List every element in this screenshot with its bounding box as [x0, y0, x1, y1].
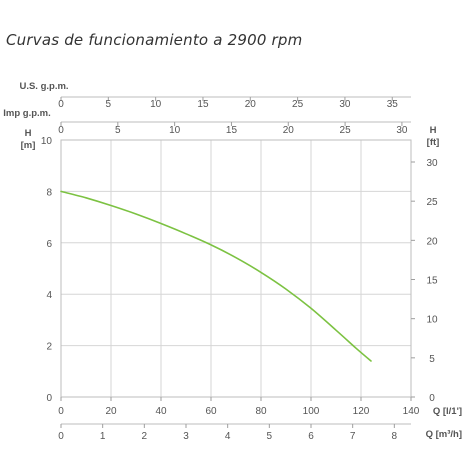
y-left-label-line1: H — [25, 128, 32, 139]
axis-labels: U.S. g.p.m. Imp g.p.m. H [m] H [ft] Q [l… — [3, 81, 462, 440]
y-left-tick-label: 8 — [46, 187, 52, 198]
x-bottom-label: Q [l/1'] — [433, 406, 462, 417]
x-bottom2-tick-label: 2 — [142, 431, 148, 442]
x-top-us-tick-label: 15 — [197, 99, 209, 110]
x-top-imp-tick-label: 5 — [115, 125, 121, 136]
x-bottom-tick-label: 0 — [58, 406, 64, 417]
chart-title: Curvas de funcionamiento a 2900 rpm — [6, 31, 303, 49]
y-right-label-line2: [ft] — [427, 137, 440, 148]
x-bottom2-tick-label: 7 — [350, 431, 356, 442]
x-top-us-tick-label: 10 — [150, 99, 162, 110]
y-left-tick-label: 6 — [46, 239, 52, 250]
x-bottom-tick-label: 60 — [205, 406, 217, 417]
x-bottom-tick-label: 20 — [105, 406, 117, 417]
x-top-us-tick-label: 0 — [58, 99, 64, 110]
y-right-tick-label: 15 — [426, 276, 438, 287]
x-top-us-label: U.S. g.p.m. — [19, 81, 68, 92]
x-bottom2-tick-label: 5 — [267, 431, 273, 442]
x-top-imp-tick-label: 25 — [340, 125, 352, 136]
grid — [60, 139, 412, 398]
y-left-label-line2: [m] — [21, 140, 36, 151]
x-top-us-tick-label: 20 — [245, 99, 257, 110]
x-bottom-tick-label: 100 — [303, 406, 320, 417]
y-left-tick-label: 0 — [46, 393, 52, 404]
x-top-imp-tick-label: 20 — [283, 125, 295, 136]
x-top-us-tick-label: 30 — [339, 99, 351, 110]
y-left-tick-label: 2 — [46, 342, 52, 353]
x-bottom-tick-label: 120 — [353, 406, 370, 417]
x-top-us-tick-label: 25 — [292, 99, 304, 110]
y-right-tick-label: 20 — [426, 236, 438, 247]
x-top-us-tick-label: 35 — [387, 99, 399, 110]
y-right-label-line1: H — [430, 125, 437, 136]
axes: 0 5 10 15 20 25 30 350 5 10 15 20 25 300 20 40 60 80 100 12… — [41, 96, 438, 442]
y-right-tick-label: 5 — [429, 354, 435, 365]
x-bottom2-tick-label: 4 — [225, 431, 231, 442]
x-bottom2-tick-label: 6 — [308, 431, 314, 442]
x-bottom2-tick-label: 1 — [100, 431, 106, 442]
x-top-imp-tick-label: 10 — [169, 125, 181, 136]
y-right-tick-label: 30 — [426, 158, 438, 169]
y-right-tick-label: 0 — [429, 393, 435, 404]
x-bottom-tick-label: 140 — [403, 406, 420, 417]
x-top-imp-tick-label: 0 — [58, 125, 64, 136]
x-bottom-tick-label: 80 — [255, 406, 267, 417]
x-bottom2-label: Q [m³/h] — [426, 429, 462, 440]
x-top-us-tick-label: 5 — [106, 99, 112, 110]
y-right-tick-label: 10 — [426, 315, 438, 326]
y-left-tick-label: 4 — [46, 290, 52, 301]
x-bottom2-tick-label: 3 — [183, 431, 189, 442]
x-top-imp-tick-label: 30 — [396, 125, 408, 136]
series-line — [60, 190, 372, 362]
y-right-tick-label: 25 — [426, 197, 438, 208]
x-bottom-tick-label: 40 — [155, 406, 167, 417]
plot-area-frame — [60, 139, 412, 398]
x-bottom2-tick-label: 8 — [392, 431, 398, 442]
y-left-tick-label: 10 — [41, 136, 53, 147]
x-top-imp-tick-label: 15 — [226, 125, 238, 136]
x-bottom2-tick-label: 0 — [58, 431, 64, 442]
x-top-imp-label: Imp g.p.m. — [3, 108, 51, 119]
